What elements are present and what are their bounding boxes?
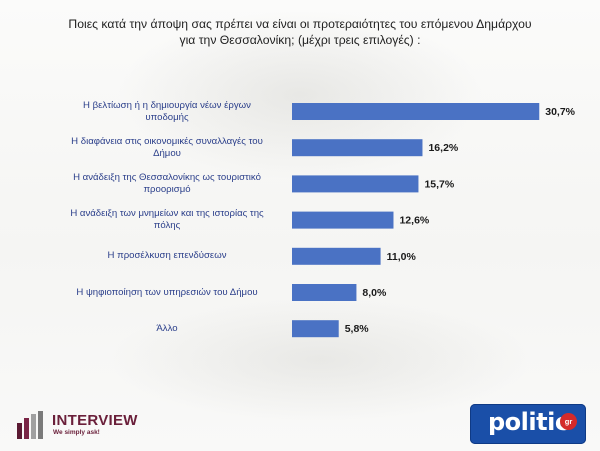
bar-3 [292,175,419,193]
politic-logo-gr-badge: gr [560,413,577,430]
category-label-2-line-1: Η διαφάνεια στις οικονομικές συναλλαγές … [71,135,263,147]
category-label-1-line-2: υποδομής [145,111,189,123]
politic-logo: politic gr [470,404,586,444]
value-labels-group: 30,7% 16,2% 15,7% 12,6% 11,0% 8,0% 5,8% [345,106,576,335]
interview-logo-name: INTERVIEW [52,412,138,429]
value-label-3: 15,7% [424,178,454,190]
category-label-3-line-2: προορισμό [143,183,191,195]
category-label-6: Η ψηφιοποίηση των υπηρεσιών του Δήμου [52,287,282,299]
bar-5 [292,247,381,265]
category-label-1: Η βελτίωση ή η δημιουργία νέων έργων υποδ… [52,100,282,124]
value-label-7: 5,8% [345,323,370,335]
category-label-2: Η διαφάνεια στις οικονομικές συναλλαγές … [52,136,282,160]
category-label-7-line-1: Άλλο [156,322,178,334]
category-label-4-line-2: πόλης [153,220,181,232]
value-label-6: 8,0% [362,287,387,299]
value-label-5: 11,0% [387,251,417,263]
interview-logo: INTERVIEW We simply ask! [16,405,156,441]
interview-mark-icon [17,411,43,439]
bar-6 [292,284,357,301]
interview-logo-tagline: We simply ask! [53,429,100,436]
value-label-4: 12,6% [399,215,429,227]
bars-group [292,103,540,338]
category-label-6-line-1: Η ψηφιοποίηση των υπηρεσιών του Δήμου [76,286,258,298]
category-label-2-line-2: Δήμου [153,147,181,159]
category-label-5: Η προσέλκυση επενδύσεων [52,250,282,262]
politic-logo-name: politic [488,408,569,436]
value-label-2: 16,2% [428,142,458,154]
category-label-3-line-1: Η ανάδειξη της Θεσσαλονίκης ως τουριστικ… [73,171,261,183]
value-label-1: 30,7% [545,106,575,118]
category-label-4: Η ανάδειξη των μνημείων και της ιστορίας… [52,208,282,232]
category-label-5-line-1: Η προσέλκυση επενδύσεων [107,250,227,262]
chart-title-line-2: για την Θεσσαλονίκη; (μέχρι τρεις επιλογ… [179,33,421,47]
bar-1 [292,103,540,120]
category-label-4-line-1: Η ανάδειξη των μνημείων και της ιστορίας… [70,208,264,220]
category-label-7: Άλλο [52,323,282,335]
category-label-1-line-1: Η βελτίωση ή η δημιουργία νέων έργων [83,99,251,111]
bar-4 [292,211,394,229]
bar-7 [292,320,339,338]
chart-title-line-1: Ποιες κατά την άποψη σας πρέπει να είναι… [68,17,532,31]
bar-2 [292,139,423,157]
chart-title: Ποιες κατά την άποψη σας πρέπει να είναι… [40,16,560,48]
category-label-3: Η ανάδειξη της Θεσσαλονίκης ως τουριστικ… [52,172,282,196]
